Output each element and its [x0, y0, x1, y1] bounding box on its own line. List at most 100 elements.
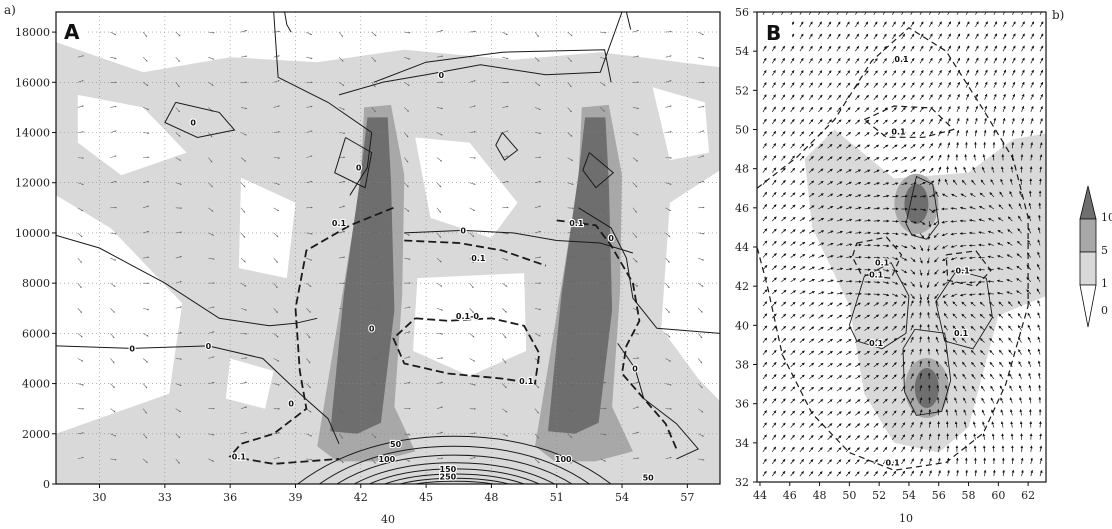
panel-a-wind-vector	[306, 282, 312, 287]
panel-a-wind-vector	[338, 31, 344, 37]
panel-a-wind-vector	[306, 31, 312, 36]
panel-b-wind-vector	[790, 204, 796, 210]
panel-b-wind-vector	[790, 70, 795, 76]
panel-b-wind-vector	[762, 301, 768, 307]
panel-a-wind-vector	[371, 306, 378, 309]
panel-a-wind-vector	[600, 331, 607, 334]
panel-b-wind-vector	[771, 167, 777, 173]
panel-b-x-tick-label: 48	[813, 489, 827, 502]
panel-b-wind-vector	[873, 447, 879, 453]
panel-a-wind-vector	[306, 333, 311, 339]
panel-b-wind-vector	[790, 57, 795, 64]
panel-b-wind-vector	[762, 167, 767, 173]
panel-b-wind-vector	[771, 204, 777, 210]
panel-a-wind-vector	[600, 458, 607, 462]
panel-a-wind-vector	[371, 157, 378, 161]
panel-a-wind-vector	[469, 232, 475, 238]
panel-b-wind-vector	[845, 70, 851, 76]
panel-b-wind-vector	[818, 45, 823, 52]
panel-b-wind-vector	[771, 228, 777, 234]
panel-b-wind-vector	[827, 168, 833, 173]
panel-b-wind-vector	[781, 325, 787, 331]
panel-b-wind-vector	[864, 94, 869, 100]
panel-b-wind-vector	[855, 459, 860, 465]
panel-a-contour-zero-lower	[56, 345, 340, 444]
panel-a-wind-vector	[567, 256, 574, 259]
panel-a-y-tick-label: 0	[43, 478, 50, 491]
panel-a-wind-vector	[469, 131, 476, 133]
panel-a-wind-vector	[665, 383, 672, 386]
panel-a-x-tick-label: 45	[419, 491, 433, 504]
panel-b-wind-vector	[836, 267, 844, 271]
panel-b-wind-vector	[781, 82, 786, 88]
panel-b-wind-vector	[799, 180, 805, 185]
panel-b-wind-vector	[799, 374, 805, 380]
panel-b-wind-vector	[799, 302, 805, 307]
panel-b-wind-vector	[771, 82, 776, 88]
panel-b-wind-vector	[818, 180, 824, 186]
panel-a-contour-zero-left	[56, 234, 318, 327]
panel-a-wind-vector	[338, 408, 343, 414]
panel-b-x-tick-label: 50	[842, 489, 856, 502]
panel-b-wind-vector	[799, 254, 806, 258]
panel-a-wind-vector	[600, 82, 606, 86]
panel-b-wind-vector	[836, 107, 842, 113]
panel-a-contour-label: 0	[129, 344, 135, 353]
panel-a-wind-vector	[698, 282, 704, 287]
panel-b-wind-vector	[799, 398, 805, 404]
panel-b-wind-vector	[855, 21, 859, 28]
panel-b-wind-vector	[790, 278, 796, 283]
panel-b-wind-vector	[808, 338, 815, 343]
panel-b-wind-vector	[836, 423, 842, 428]
panel-b-wind-vector	[771, 458, 776, 465]
panel-a-wind-vector	[371, 458, 376, 464]
panel-a-wind-vector	[534, 180, 542, 184]
panel-a-wind-vector	[404, 56, 411, 60]
panel-a-y-tick-label: 2000	[22, 428, 50, 441]
panel-b-wind-vector	[827, 144, 833, 149]
panel-b-wind-vector	[799, 45, 804, 52]
panel-a-wind-vector	[208, 207, 214, 212]
panel-b-wind-vector	[836, 314, 843, 319]
panel-b-wind-vector	[818, 471, 823, 477]
panel-a-wind-vector	[665, 131, 672, 133]
panel-a-contour-labels: 0 0 0 0 0 0 0 0 0 0 0.1 0.1 0.1 0.1-0 0.1 0.1 50 100 15025…	[128, 70, 655, 484]
panel-b-wind-vector	[836, 206, 843, 210]
panel-a-wind-vector	[371, 383, 378, 386]
panel-a-x-ticks: 30 33 36 39 42 45 48 51 54 57	[93, 484, 694, 504]
panel-b-y-tick-label: 34	[735, 437, 749, 450]
panel-b-wind-vector	[790, 458, 795, 465]
panel-a-wind-vector	[632, 55, 640, 58]
panel-b-wind-vector	[827, 230, 834, 234]
panel-b-wind-vector	[808, 326, 815, 331]
panel-b-wind-vector	[818, 362, 824, 368]
panel-b-wind-vector	[771, 398, 777, 404]
panel-a-contour-01-right	[556, 219, 678, 450]
panel-a-wind-vector	[306, 358, 311, 364]
panel-a-y-tick-label: 18000	[15, 26, 50, 39]
panel-a-wind-vector	[110, 458, 117, 461]
panel-b-wind-vector	[864, 33, 869, 40]
panel-b-wind-vector	[845, 302, 852, 307]
panel-a-wind-vector	[306, 408, 312, 413]
panel-b-wind-vector	[873, 326, 880, 331]
panel-a-x-axis-label: 40	[381, 513, 395, 526]
panel-b-wind-vector	[762, 94, 767, 100]
panel-a-wind-vector	[469, 105, 476, 108]
panel-b-wind-vector	[808, 350, 815, 355]
panel-a-wind-vector	[338, 383, 344, 389]
panel-a-wind-vector	[404, 207, 410, 212]
panel-a-surface-contour	[369, 468, 540, 484]
panel-b-wind-vector	[762, 228, 768, 234]
panel-b-contour-label: 0.1	[875, 259, 890, 268]
panel-b-wind-vector	[790, 45, 795, 52]
panel-b-wind-vector	[827, 107, 832, 113]
panel-a-wind-vector	[698, 232, 705, 235]
panel-a-wind-vector	[469, 383, 476, 386]
panel-b-wind-vector	[781, 398, 786, 404]
panel-a-wind-vector	[175, 332, 183, 334]
panel-a-contour-zero-mid	[404, 229, 634, 254]
panel-b-wind-vector	[864, 375, 870, 380]
panel-a-wind-vector	[502, 31, 508, 36]
panel-a-contour-zero-small	[334, 137, 373, 189]
